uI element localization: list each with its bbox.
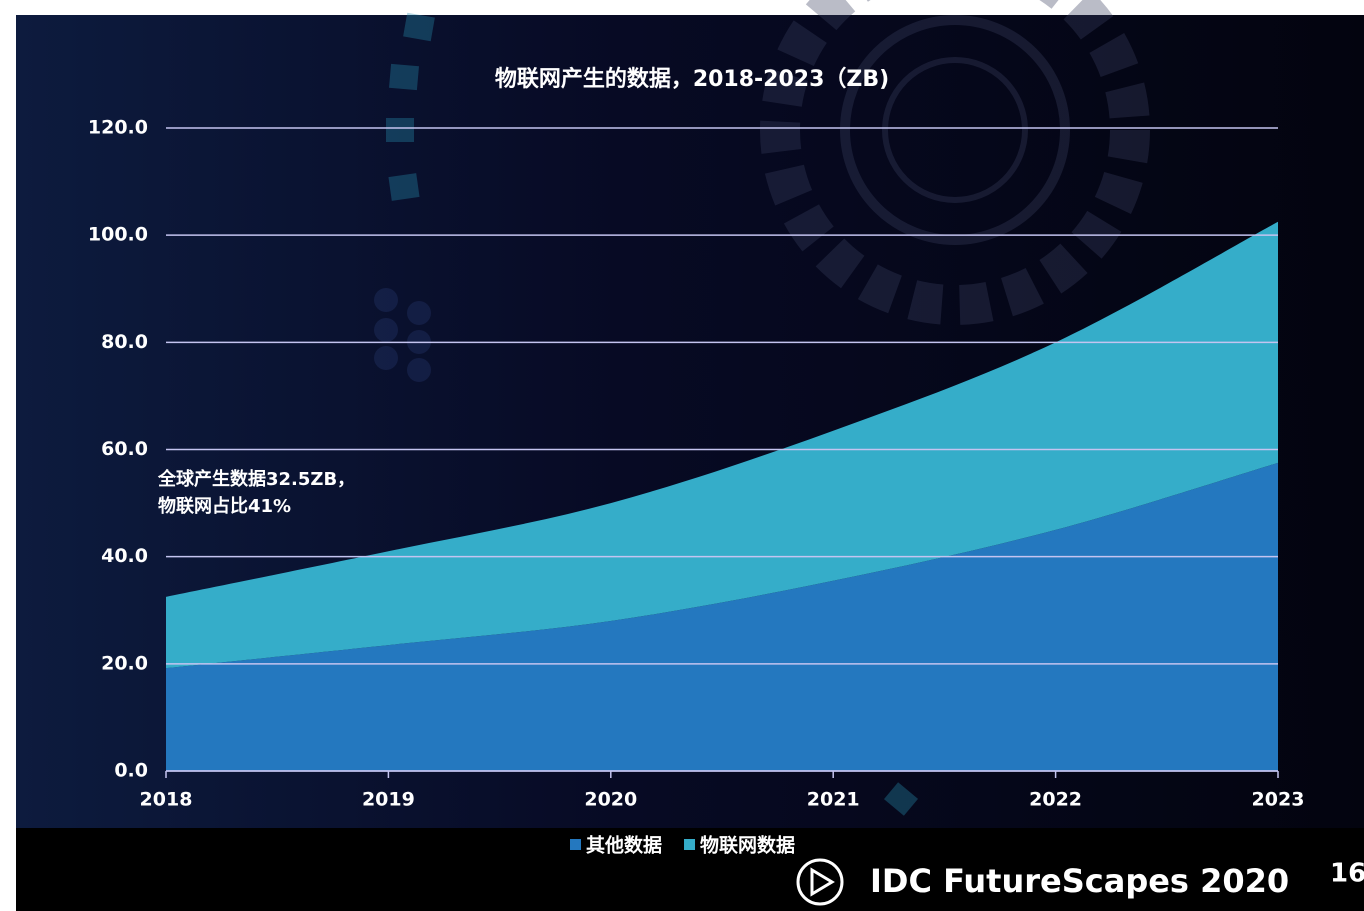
annotation: 全球产生数据32.5ZB， (157, 468, 355, 490)
y-tick-label: 100.0 (88, 224, 148, 246)
brand-logo (796, 858, 844, 906)
annotation: 物联网占比41% (158, 495, 291, 517)
legend-swatch (570, 839, 581, 850)
x-tick-label: 2023 (1252, 789, 1305, 811)
y-tick-label: 0.0 (114, 760, 148, 782)
x-tick-label: 2018 (140, 789, 193, 811)
decoration (374, 0, 1150, 816)
y-tick-label: 80.0 (101, 331, 148, 353)
y-tick-label: 20.0 (101, 652, 148, 674)
legend-label: 物联网数据 (700, 834, 795, 857)
y-tick-label: 120.0 (88, 117, 148, 139)
legend-swatch (684, 839, 696, 850)
x-tick-label: 2019 (362, 789, 415, 811)
x-tick-label: 2021 (807, 789, 860, 811)
brand: IDC FutureScapes 2020 (870, 862, 1289, 900)
plot: 0.0 20.0 40.0 60.0 80.0 100.0 120.0 2018 2019 202… (88, 117, 1305, 857)
x-tick-label: 2020 (584, 789, 637, 811)
y-tick-label: 60.0 (101, 438, 148, 460)
legend-label: 其他数据 (586, 834, 662, 857)
page-number: 16 (1330, 859, 1364, 889)
x-tick-label: 2022 (1029, 789, 1082, 811)
y-tick-label: 40.0 (101, 545, 148, 567)
area (166, 462, 1278, 771)
chart-title: 物联网产生的数据，2018-2023（ZB) (495, 66, 889, 92)
